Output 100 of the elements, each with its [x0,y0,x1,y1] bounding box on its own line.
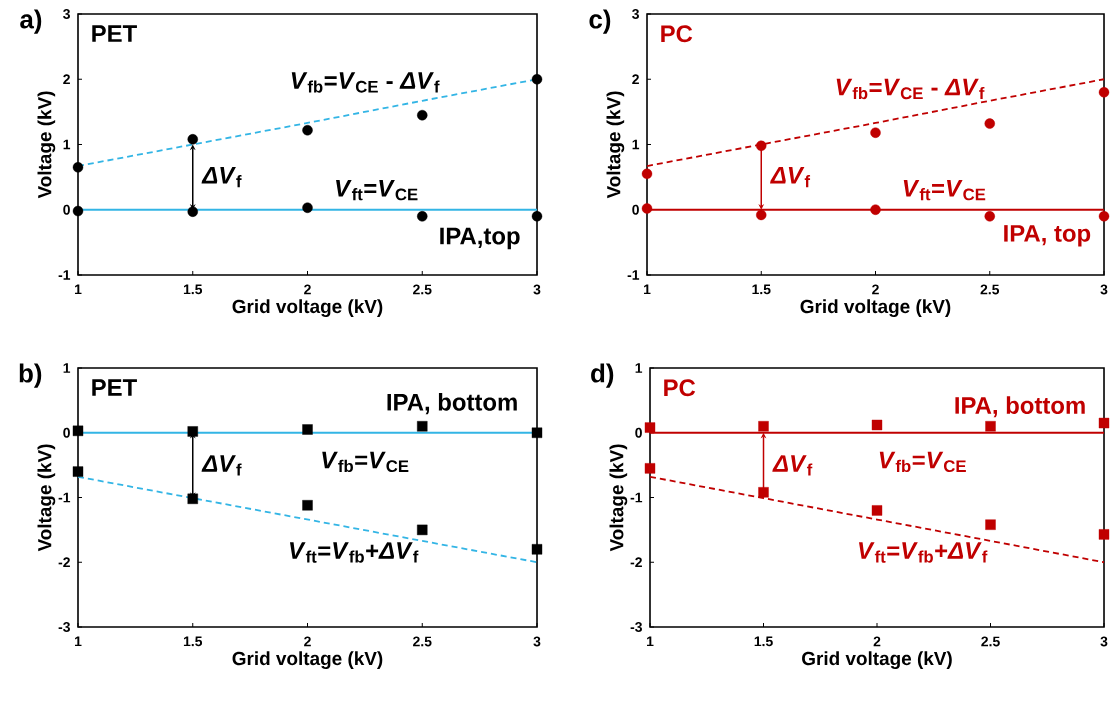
y-tick-label: -1 [58,492,71,503]
point [756,209,767,221]
y-tick-label: 3 [632,9,639,19]
x-tick-label: 1 [647,636,654,647]
x-tick-label: 1 [644,284,651,295]
y-tick-label: 1 [635,363,643,373]
y-axis-title: Voltage (kV) [37,91,56,199]
point [417,109,428,121]
y-axis-title: Voltage (kV) [37,444,56,552]
annotation: PET [92,379,137,396]
point [1098,529,1110,540]
x-tick-label: 2 [873,636,881,647]
point [870,204,881,215]
x-tick-label: 2.5 [413,636,432,647]
point [187,426,198,437]
annotation: ΔV$_{f}$ [201,167,242,188]
point [644,422,656,433]
x-tick-label: 3 [1100,636,1108,647]
point [641,168,653,180]
point [187,206,198,217]
x-tick-label: 2.5 [413,284,432,295]
point [302,124,313,136]
point [417,211,428,222]
x-tick-label: 1 [75,636,82,647]
x-tick-label: 3 [1100,284,1108,295]
annotation: PET [92,25,137,42]
x-tick-label: 3 [533,636,541,647]
point [758,487,769,498]
annotation: IPA, bottom [955,396,1085,418]
y-tick-label: -1 [630,492,643,503]
chart-title: a) [20,9,42,34]
y-axis-title: Voltage (kV) [609,444,628,552]
x-tick-label: 1.5 [754,636,773,647]
x-axis-title: Grid voltage (kV) [800,299,951,317]
y-tick-label: 0 [63,204,70,215]
point [644,463,656,474]
annotation: PC [661,25,693,43]
annotation: IPA,top [440,227,520,250]
point [1098,417,1110,429]
x-tick-label: 1.5 [183,284,203,295]
x-tick-label: 3 [533,284,541,295]
y-tick-label: -1 [627,270,640,280]
annotation: V$_{ft}$=V$_{fb}$+ΔV$_{f}$ [289,542,419,563]
point [871,419,883,431]
y-tick-label: -3 [630,622,642,632]
y-axis-title: Voltage (kV) [606,91,625,199]
point [72,466,84,477]
annotation: PC [664,379,696,397]
annotation: IPA, top [1004,225,1091,247]
point [870,127,881,138]
y-tick-label: 1 [63,363,71,373]
x-tick-label: 1.5 [183,636,203,647]
point [72,205,84,217]
point [72,162,84,173]
y-tick-label: 0 [63,427,70,438]
x-tick-label: 2 [304,636,311,647]
point [302,202,313,213]
annotation: ΔV$_{f}$ [201,455,242,476]
x-axis-title: Grid voltage (kV) [232,299,383,317]
y-tick-label: -1 [58,270,71,280]
point [984,118,995,129]
chart-title: c) [589,9,611,34]
annotation: V$_{fb}$=V$_{CE}$ - ΔV$_{f}$ [836,78,985,100]
point [302,424,313,435]
y-tick-label: 1 [63,139,71,150]
chart-title: b) [19,363,42,388]
x-tick-label: 2 [872,284,879,295]
point [302,500,313,511]
point [531,211,543,222]
annotation: V$_{ft}$=V$_{CE}$ [336,180,418,201]
chart-title: d) [591,363,614,388]
y-tick-label: -2 [58,557,70,568]
point [756,140,767,151]
point [531,427,543,438]
point [641,203,653,214]
y-tick-label: 0 [632,204,639,215]
annotation: ΔV$_{f}$ [770,167,811,188]
y-tick-label: 2 [632,74,639,85]
point [985,519,996,530]
x-tick-label: 1 [75,284,82,295]
x-axis-title: Grid voltage (kV) [232,651,383,669]
point [984,211,995,222]
y-tick-label: -2 [630,557,642,568]
y-tick-label: 3 [63,9,70,19]
point [758,421,769,432]
annotation: V$_{fb}$=V$_{CE}$ - ΔV$_{f}$ [291,72,440,93]
annotation: IPA, bottom [387,393,517,415]
point [1098,87,1110,98]
annotation: V$_{ft}$=V$_{fb}$+ΔV$_{f}$ [858,542,988,563]
point [531,74,543,85]
annotation: V$_{fb}$=V$_{CE}$ [879,451,966,473]
x-tick-label: 2 [304,284,311,295]
x-axis-title: Grid voltage (kV) [802,651,952,669]
x-tick-label: 2.5 [980,284,1000,295]
point [871,505,883,516]
point [1098,211,1110,222]
annotation: V$_{ft}$=V$_{CE}$ [903,180,986,201]
x-tick-label: 1.5 [752,284,771,295]
y-tick-label: 2 [63,74,70,85]
point [417,421,428,432]
